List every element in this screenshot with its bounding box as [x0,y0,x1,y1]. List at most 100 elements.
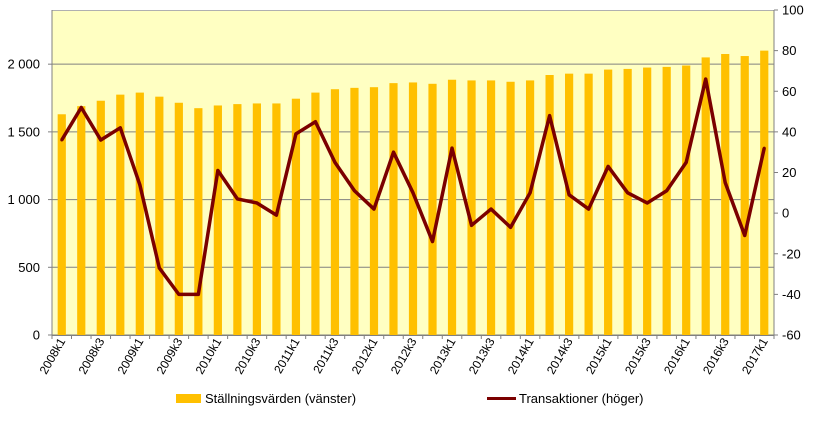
bar [389,83,398,336]
x-tick-label: 2010k1 [193,335,225,376]
bar [194,108,203,336]
bar [174,102,183,335]
bar [252,103,261,335]
left-tick-label: 1 000 [7,192,40,207]
line-point [333,160,337,164]
bar [291,98,301,335]
bar [447,79,457,336]
bar [506,81,515,336]
right-tick-label: 40 [782,124,796,139]
bar [545,75,554,335]
bar [662,66,671,336]
right-axis: -60 -40 -20 0 20 40 60 80 100 [773,3,804,343]
bar [135,92,144,335]
bar [350,87,359,335]
x-tick-label: 2014k1 [505,335,537,376]
line-point [313,120,317,124]
x-tick-label: 2009k3 [154,335,186,376]
x-axis: 2008k1 2008k3 2009k1 2009k3 2010k1 2010k3 2011… [37,335,775,377]
x-tick-label: 2011k1 [271,335,303,376]
x-tick-label: 2014k3 [544,335,576,376]
line-point [352,189,356,193]
line-point [391,150,395,154]
bar [272,103,281,335]
line-point [645,201,649,205]
bar [116,94,125,335]
right-tick-label: -60 [782,328,801,343]
line-point [274,213,278,217]
line-series [60,77,766,297]
line-point [528,191,532,195]
line-point [235,197,239,201]
line-point [216,168,220,172]
legend: Ställningsvärden (vänster) Transaktioner… [176,391,644,406]
right-tick-label: 60 [782,84,796,99]
line-point [587,207,591,211]
bar [623,68,632,335]
x-tick-label: 2017k1 [739,335,771,376]
left-tick-label: 0 [33,328,40,343]
right-tick-label: 20 [782,165,796,180]
x-tick-label: 2016k1 [661,335,693,376]
bar [77,106,86,336]
left-axis: 0 500 1 000 1 500 2 000 [7,10,53,343]
right-tick-label: -20 [782,246,801,261]
bar [525,80,535,335]
x-tick-label: 2013k3 [466,335,498,376]
bar [57,114,66,336]
line-point [567,193,571,197]
x-tick-label: 2016k3 [700,335,732,376]
line-point [743,233,747,237]
line-point [294,132,298,136]
x-tick-label: 2013k1 [427,335,459,376]
bar [584,73,593,336]
bar [604,69,613,335]
legend-label-line: Transaktioner (höger) [519,391,644,406]
line-point [684,160,688,164]
bar [701,57,710,336]
line-point [626,191,630,195]
bar [740,56,749,335]
x-tick-label: 2009k1 [115,335,147,376]
right-tick-label: -40 [782,287,801,302]
legend-label-bars: Ställningsvärden (vänster) [205,391,356,406]
bar [428,83,437,335]
x-tick-label: 2008k1 [37,335,69,376]
line-point [509,225,513,229]
line-point [470,223,474,227]
x-tick-label: 2015k1 [583,335,615,376]
line-point [548,114,552,118]
line-point [99,138,103,142]
line-point [196,292,200,296]
bar [760,50,769,336]
line-point [762,146,766,150]
bar [682,65,691,336]
line-point [177,292,181,296]
bar [369,87,379,335]
line-point [118,126,122,130]
line-point [489,207,493,211]
line-point [60,138,64,142]
x-tick-label: 2012k3 [388,335,420,376]
right-tick-label: 80 [782,43,796,58]
right-tick-label: 100 [782,3,804,18]
line-point [372,207,376,211]
line-point [157,266,161,270]
bar [330,89,340,335]
bar [155,96,164,335]
line-point [665,189,669,193]
bar [565,73,574,336]
bar [721,54,730,335]
line-point [138,183,142,187]
line-point [704,77,708,81]
line-point [79,106,83,109]
left-tick-label: 500 [18,260,40,275]
bar [96,100,105,335]
line-point [411,191,415,195]
bar [213,105,222,335]
left-tick-label: 2 000 [7,57,40,72]
left-tick-label: 1 500 [7,124,40,139]
line-point [723,181,727,185]
